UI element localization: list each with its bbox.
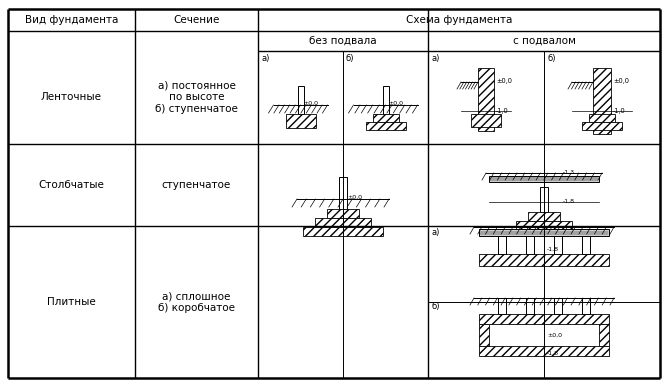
Bar	[298, 86, 304, 114]
Text: ±0,0: ±0,0	[613, 78, 629, 84]
Text: -1,0: -1,0	[613, 108, 626, 114]
Bar	[498, 298, 506, 314]
Text: ±0,0: ±0,0	[547, 333, 562, 338]
Bar	[327, 209, 359, 218]
Bar	[498, 236, 506, 254]
Text: с подвалом: с подвалом	[513, 36, 575, 46]
Bar	[471, 114, 501, 127]
Bar	[582, 298, 590, 314]
Bar	[339, 177, 347, 209]
Bar	[315, 218, 371, 227]
Text: б): б)	[432, 301, 441, 311]
Bar	[540, 187, 548, 212]
Bar	[528, 212, 560, 221]
Bar	[554, 236, 562, 254]
Text: Схема фундамента: Схема фундамента	[406, 15, 512, 25]
Text: а): а)	[431, 55, 439, 63]
Text: а) сплошное
б) коробчатое: а) сплошное б) коробчатое	[158, 291, 235, 313]
Text: -1,0: -1,0	[496, 108, 509, 114]
Bar	[382, 86, 388, 114]
Text: ±0,0: ±0,0	[347, 195, 362, 200]
Bar	[593, 68, 611, 134]
Bar	[516, 221, 572, 230]
Bar	[554, 298, 562, 314]
Bar	[303, 227, 383, 236]
Bar	[582, 236, 590, 254]
Text: -1,8: -1,8	[547, 247, 559, 252]
Bar	[479, 229, 609, 236]
Bar	[479, 314, 609, 324]
Bar	[589, 114, 615, 122]
Bar	[479, 324, 489, 346]
Bar	[526, 298, 534, 314]
Text: Плитные: Плитные	[47, 297, 96, 307]
Text: а): а)	[261, 55, 269, 63]
Text: ступенчатое: ступенчатое	[162, 180, 231, 190]
Bar	[372, 114, 398, 122]
Text: ±0,0: ±0,0	[304, 101, 319, 106]
Bar	[366, 122, 405, 130]
Text: Сечение: Сечение	[173, 15, 220, 25]
Bar	[489, 176, 599, 182]
Text: Вид фундамента: Вид фундамента	[25, 15, 118, 25]
Text: -1,8: -1,8	[563, 199, 575, 204]
Text: б): б)	[346, 55, 355, 63]
Bar	[479, 346, 609, 356]
Bar	[478, 68, 494, 131]
Text: а) постоянное
по высоте
б) ступенчатое: а) постоянное по высоте б) ступенчатое	[155, 81, 238, 114]
Bar	[479, 254, 609, 266]
Text: -1,8: -1,8	[547, 351, 559, 356]
Text: Ленточные: Ленточные	[41, 93, 102, 103]
Bar	[599, 324, 609, 346]
Text: -1,3: -1,3	[563, 169, 575, 174]
Text: Столбчатые: Столбчатые	[38, 180, 104, 190]
Text: ±0,0: ±0,0	[388, 101, 403, 106]
Bar	[526, 236, 534, 254]
Bar	[582, 122, 622, 130]
Text: без подвала: без подвала	[309, 36, 377, 46]
Bar	[286, 114, 315, 128]
Text: б): б)	[547, 55, 556, 63]
Text: а): а)	[432, 227, 440, 237]
Text: ±0,0: ±0,0	[496, 78, 512, 84]
